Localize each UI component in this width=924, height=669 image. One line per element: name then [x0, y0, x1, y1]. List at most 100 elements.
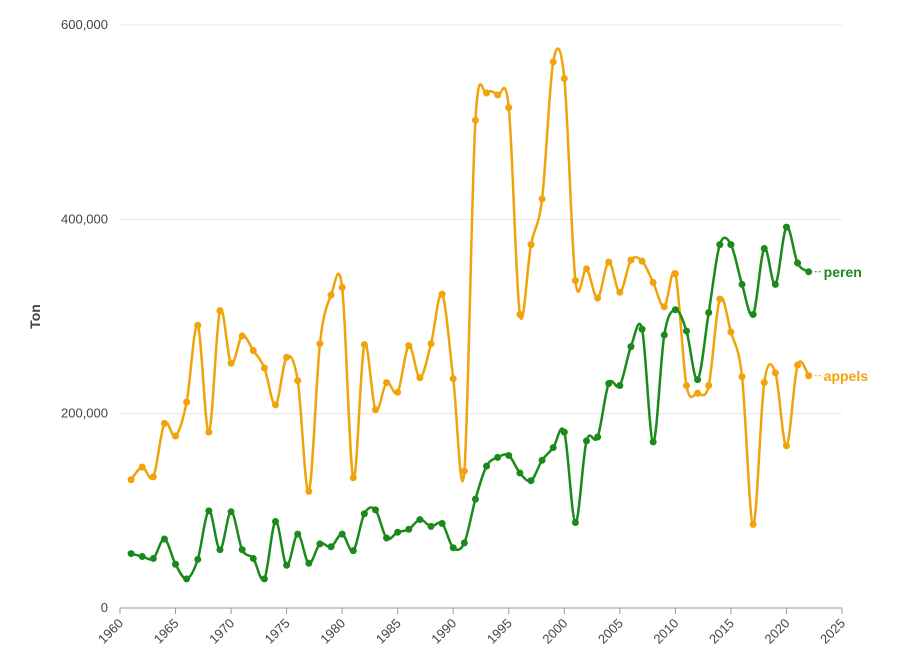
series-line-appels [130, 47, 810, 526]
data-point [527, 241, 535, 249]
data-point [649, 278, 657, 286]
data-point [738, 373, 746, 381]
data-point [260, 575, 268, 583]
data-point [449, 544, 457, 552]
x-tick-label: 2020 [762, 616, 793, 647]
data-point [360, 341, 368, 349]
data-point [738, 280, 746, 288]
data-point [338, 283, 346, 291]
data-point [638, 257, 646, 265]
data-point [294, 530, 302, 538]
x-tick-label: 1995 [484, 616, 515, 647]
data-point [483, 462, 491, 470]
data-point [160, 419, 168, 427]
x-axis: 1960 1965 1970 1975 1980 1985 1990 1995 2000 2005… [95, 607, 848, 647]
series-layer: appels peren [127, 47, 869, 583]
y-tick-label: 400,000 [61, 211, 108, 226]
data-point [383, 534, 391, 542]
x-tick-label: 1970 [206, 616, 237, 647]
y-tick-label: 0 [101, 600, 108, 615]
data-point [505, 451, 513, 459]
data-point [549, 58, 557, 66]
data-point [494, 453, 502, 461]
data-point [138, 553, 146, 561]
data-point [805, 268, 813, 276]
x-tick-label: 2010 [650, 616, 681, 647]
series-label-peren: peren [824, 264, 862, 280]
data-point [272, 401, 280, 409]
series-label-appels: appels [824, 368, 869, 384]
data-point [516, 311, 524, 319]
data-point [671, 270, 679, 278]
data-point [549, 444, 557, 452]
data-point [760, 379, 768, 387]
data-point [782, 223, 790, 231]
data-point [794, 361, 802, 369]
data-point [216, 546, 224, 554]
data-point [627, 256, 635, 264]
data-point [427, 340, 435, 348]
data-point [183, 575, 191, 583]
data-point [605, 380, 613, 388]
data-point [682, 381, 690, 389]
data-point [705, 309, 713, 317]
data-point [760, 244, 768, 252]
data-point [560, 74, 568, 82]
data-point [616, 288, 624, 296]
data-point [283, 353, 291, 361]
data-point [449, 375, 457, 383]
x-tick-label: 1960 [95, 616, 126, 647]
data-point [583, 265, 591, 273]
data-point [260, 364, 268, 372]
data-point [527, 477, 535, 485]
data-point [516, 469, 524, 477]
data-point [727, 328, 735, 336]
data-point [494, 91, 502, 99]
data-point [627, 343, 635, 351]
data-point [127, 476, 135, 484]
y-axis: 0 200,000 400,000 600,000 [61, 17, 108, 615]
x-tick-label: 1980 [317, 616, 348, 647]
data-point [327, 291, 335, 299]
data-point [360, 510, 368, 518]
data-point [749, 520, 757, 528]
x-tick-label: 1965 [151, 616, 182, 647]
data-point [227, 359, 235, 367]
data-point [383, 379, 391, 387]
data-point [594, 433, 602, 441]
data-point [283, 561, 291, 569]
data-point [749, 311, 757, 319]
data-point [427, 522, 435, 530]
data-point [538, 195, 546, 203]
x-tick-label: 1975 [262, 616, 293, 647]
data-point [571, 277, 579, 285]
data-point [438, 519, 446, 527]
x-tick-label: 1990 [428, 616, 459, 647]
data-point [671, 306, 679, 314]
x-tick-label: 2015 [706, 616, 737, 647]
data-point [205, 428, 213, 436]
data-point [294, 377, 302, 385]
data-point [471, 495, 479, 503]
data-point [327, 543, 335, 551]
data-point [149, 473, 157, 481]
data-point [716, 241, 724, 249]
data-point [660, 331, 668, 339]
data-point [316, 540, 324, 548]
x-tick-label: 1985 [373, 616, 404, 647]
data-point [538, 456, 546, 464]
y-tick-label: 600,000 [61, 17, 108, 32]
data-point [794, 259, 802, 267]
data-point [183, 398, 191, 406]
data-point [272, 518, 280, 526]
data-point [571, 518, 579, 526]
data-point [782, 442, 790, 450]
data-point [249, 554, 257, 562]
data-point [771, 369, 779, 377]
data-point [594, 294, 602, 302]
data-point [149, 554, 157, 562]
data-point [460, 539, 468, 547]
data-point [371, 406, 379, 414]
x-tick-label: 2025 [817, 616, 848, 647]
